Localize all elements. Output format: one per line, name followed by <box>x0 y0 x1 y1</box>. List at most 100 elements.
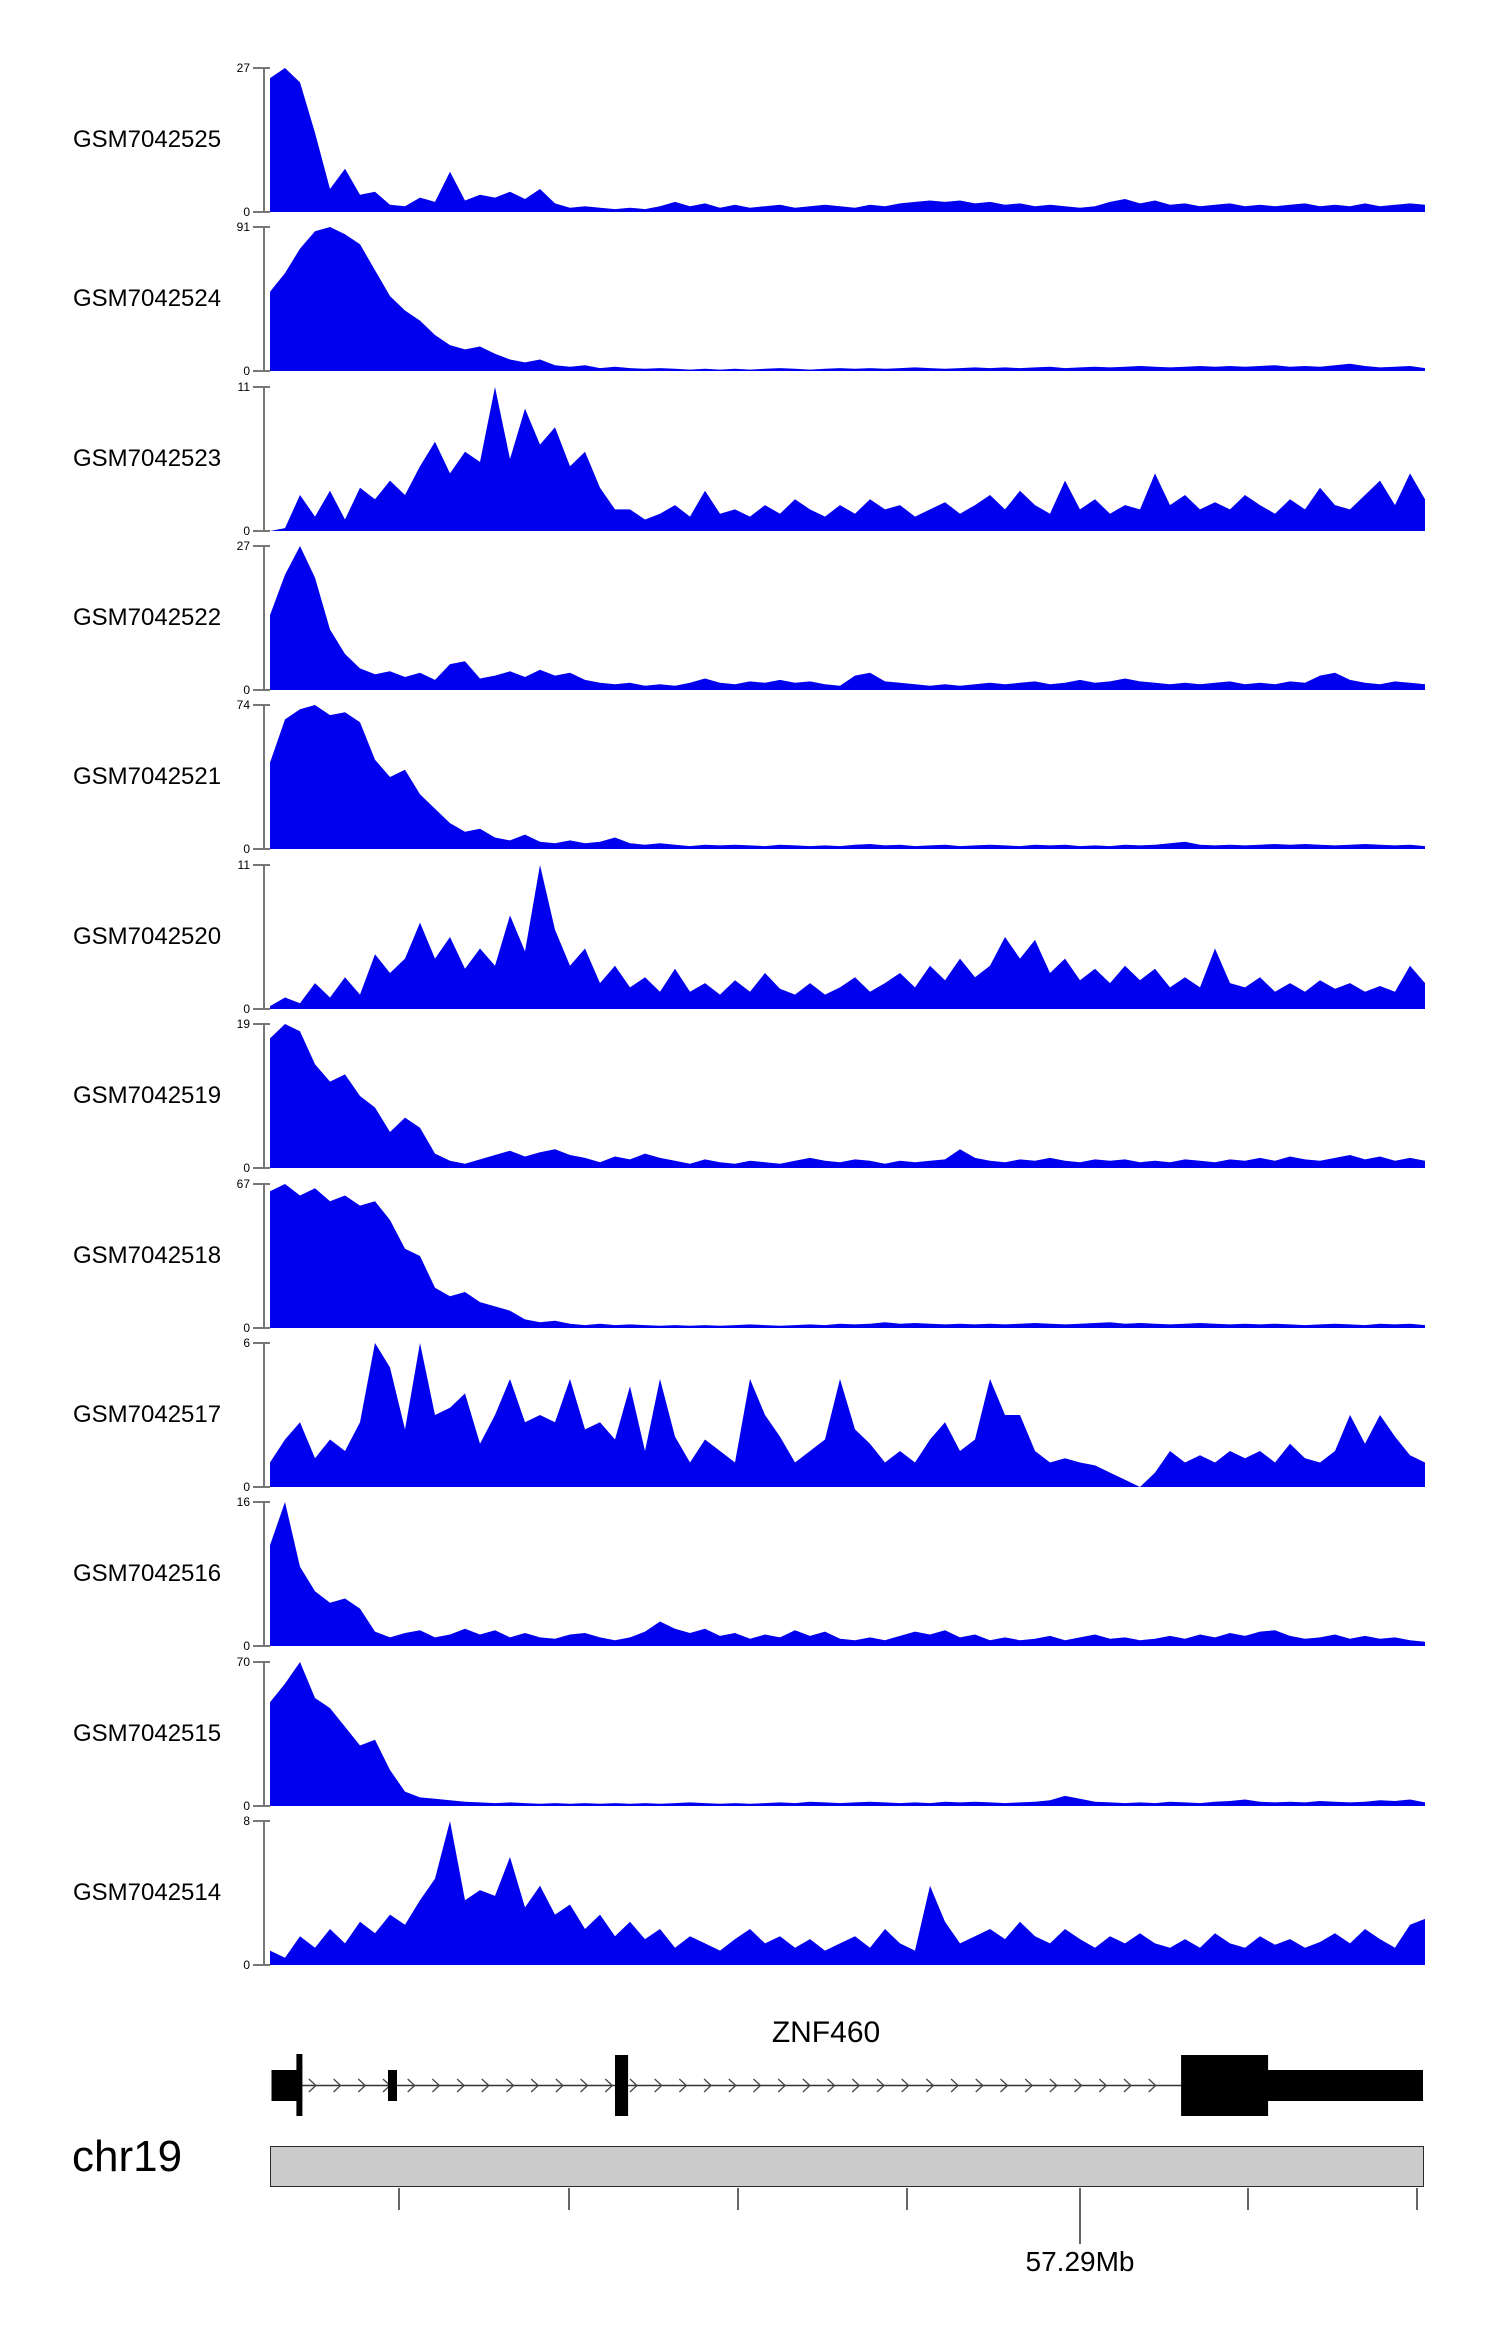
y-axis-line <box>263 1183 265 1328</box>
exon-block <box>615 2055 629 2116</box>
y-axis-tick <box>253 1819 270 1822</box>
axis-zero-label: 0 <box>243 1320 250 1335</box>
exon-block <box>388 2070 397 2101</box>
axis-max-label: 16 <box>236 1495 250 1510</box>
y-axis-line <box>263 864 265 1009</box>
strand-direction-chevron-icon <box>851 2078 861 2093</box>
track-label: GSM7042514 <box>73 1878 222 1906</box>
strand-direction-chevron-icon <box>530 2078 540 2093</box>
y-axis-line <box>263 546 265 691</box>
track-label: GSM7042521 <box>73 763 222 791</box>
y-axis-tick <box>253 529 270 532</box>
axis-zero-label: 0 <box>243 842 250 857</box>
strand-direction-chevron-icon <box>1000 2078 1009 2093</box>
track-label: GSM7042516 <box>73 1560 222 1588</box>
axis-max-label: 67 <box>236 1176 250 1191</box>
strand-direction-chevron-icon <box>481 2078 490 2093</box>
y-axis-line <box>263 386 265 531</box>
y-axis-tick <box>253 545 270 548</box>
y-axis-line <box>263 705 265 850</box>
strand-direction-chevron-icon <box>456 2078 466 2093</box>
strand-direction-chevron-icon <box>308 2078 317 2093</box>
y-axis-tick <box>253 704 270 707</box>
exon-block <box>1181 2055 1269 2116</box>
axis-max-label: 8 <box>243 1813 250 1828</box>
strand-direction-chevron-icon <box>654 2078 663 2093</box>
axis-max-label: 19 <box>236 1017 250 1032</box>
strand-direction-chevron-icon <box>555 2078 564 2093</box>
ruler-tick-labeled <box>1079 2188 1081 2244</box>
axis-max-label: 6 <box>243 1335 250 1350</box>
y-axis-tick <box>253 385 270 388</box>
axis-zero-label: 0 <box>243 205 250 219</box>
strand-direction-chevron-icon <box>407 2078 416 2093</box>
coverage-area <box>270 705 1425 850</box>
coverage-area <box>270 1183 1425 1328</box>
y-axis-tick <box>253 1007 270 1010</box>
y-axis-tick <box>253 1341 270 1344</box>
y-axis-line <box>263 1502 265 1647</box>
coverage-area <box>270 546 1425 691</box>
axis-zero-label: 0 <box>243 1798 250 1813</box>
y-axis-tick <box>253 211 270 213</box>
axis-zero-label: 0 <box>243 683 250 698</box>
track-label: GSM7042517 <box>73 1400 222 1428</box>
coverage-area <box>270 386 1425 531</box>
strand-direction-chevron-icon <box>604 2078 614 2093</box>
strand-direction-chevron-icon <box>975 2078 984 2093</box>
strand-direction-chevron-icon <box>901 2078 910 2093</box>
ruler-tick <box>1247 2188 1250 2210</box>
chromosome-bar <box>270 2146 1424 2187</box>
axis-zero-label: 0 <box>243 1161 250 1176</box>
exon-block <box>296 2054 303 2116</box>
y-axis-tick <box>253 1645 270 1648</box>
axis-zero-label: 0 <box>243 1479 250 1494</box>
strand-direction-chevron-icon <box>580 2078 589 2093</box>
strand-direction-chevron-icon <box>950 2078 960 2093</box>
strand-direction-chevron-icon <box>925 2078 935 2093</box>
axis-max-label: 27 <box>236 61 250 75</box>
y-axis-tick <box>253 1963 270 1966</box>
y-axis-tick <box>253 67 270 69</box>
exon-block <box>271 2070 299 2101</box>
y-axis-tick <box>253 689 270 692</box>
y-axis-line <box>263 1024 265 1169</box>
track-label: GSM7042524 <box>73 285 222 313</box>
coverage-area <box>270 1820 1425 1965</box>
track-label: GSM7042519 <box>73 1082 222 1110</box>
track-label: GSM7042523 <box>73 444 222 472</box>
axis-zero-label: 0 <box>243 364 250 379</box>
y-axis-tick <box>253 1023 270 1026</box>
coverage-area <box>270 864 1425 1009</box>
axis-max-label: 91 <box>236 220 250 235</box>
exon-block <box>1268 2070 1423 2101</box>
strand-direction-chevron-icon <box>506 2078 515 2093</box>
axis-max-label: 27 <box>236 539 250 554</box>
strand-direction-chevron-icon <box>728 2078 737 2093</box>
axis-zero-label: 0 <box>243 1001 250 1016</box>
strand-direction-chevron-icon <box>802 2078 811 2093</box>
ruler-tick <box>1416 2188 1419 2210</box>
strand-direction-chevron-icon <box>1074 2078 1083 2093</box>
coverage-area <box>270 1024 1425 1169</box>
y-axis-line <box>263 227 265 372</box>
strand-direction-chevron-icon <box>1123 2078 1132 2093</box>
strand-direction-chevron-icon <box>1024 2078 1034 2093</box>
strand-direction-chevron-icon <box>678 2078 688 2093</box>
y-axis-tick <box>253 226 270 229</box>
axis-zero-label: 0 <box>243 523 250 538</box>
strand-direction-chevron-icon <box>357 2078 367 2093</box>
ruler-tick <box>568 2188 571 2210</box>
strand-direction-chevron-icon <box>1148 2078 1157 2093</box>
track-label: GSM7042515 <box>73 1719 222 1747</box>
y-axis-tick <box>253 1182 270 1185</box>
track-label: GSM7042525 <box>73 126 222 153</box>
strand-direction-chevron-icon <box>703 2078 713 2093</box>
track-label: GSM7042520 <box>73 922 222 950</box>
strand-direction-chevron-icon <box>1049 2078 1058 2093</box>
y-axis-tick <box>253 863 270 866</box>
axis-max-label: 74 <box>236 698 250 713</box>
track-label: GSM7042518 <box>73 1241 222 1269</box>
coverage-area <box>270 1502 1425 1647</box>
